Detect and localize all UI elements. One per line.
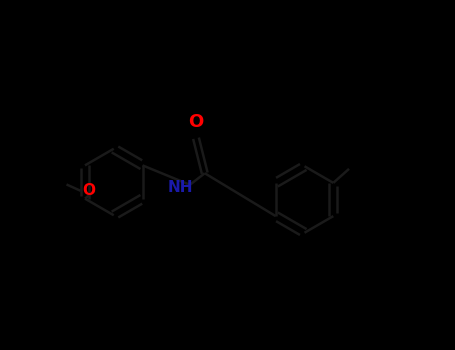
Text: NH: NH [167, 180, 193, 195]
Text: O: O [82, 183, 95, 198]
Text: O: O [188, 113, 204, 131]
